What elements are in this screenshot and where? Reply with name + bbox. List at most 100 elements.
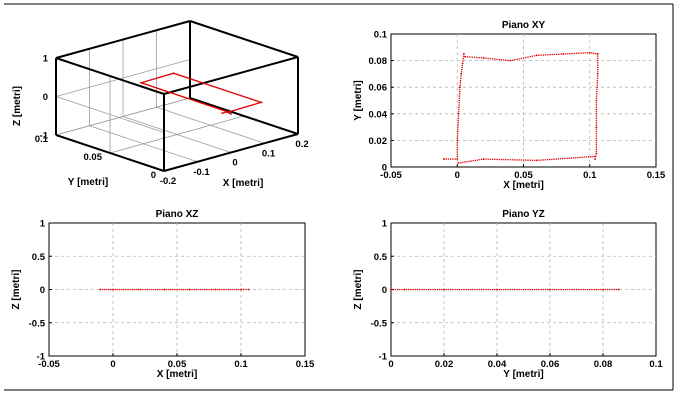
xz-data-point-2 — [137, 288, 140, 291]
yz-trace-dot — [518, 288, 520, 291]
xy-x-tick-label-0: -0.05 — [380, 170, 402, 181]
plot-3d-data-point-6 — [230, 113, 232, 115]
yz-data-point-3 — [496, 288, 498, 291]
xy-trace-dot — [452, 158, 454, 160]
plot-3d-data-point-3 — [172, 72, 175, 75]
yz-trace-dot — [562, 288, 564, 291]
xy-trace-dot — [520, 57, 522, 60]
xz-trace-dot — [123, 288, 125, 291]
xy-trace-dot — [544, 159, 547, 161]
yz-trace-dot — [494, 288, 496, 291]
yz-trace-dot — [416, 288, 419, 291]
xz-trace-dot — [161, 288, 163, 291]
xy-trace-dot — [557, 158, 560, 160]
xy-x-tick-label-4: 0.15 — [647, 170, 666, 181]
xy-trace-dot — [458, 102, 460, 104]
xy-trace-dot — [586, 52, 589, 54]
xz-trace-dot — [202, 288, 204, 291]
xz-trace-dot — [155, 288, 157, 291]
yz-trace-dot — [505, 288, 507, 291]
xy-trace-dot — [505, 59, 507, 61]
box3d-edge-2 — [55, 20, 191, 59]
xy-trace-dot — [462, 55, 465, 57]
xy-trace-dot — [458, 99, 460, 102]
xy-trace-dot — [472, 160, 474, 162]
yz-y-tick-label-2: 0 — [382, 285, 387, 296]
xy-trace-dot — [459, 88, 461, 91]
yz-trace-dot — [423, 288, 425, 291]
xy-trace-dot — [596, 93, 598, 95]
xy-x-tick-label-3: 0.1 — [583, 170, 597, 181]
xy-trace-dot — [553, 53, 556, 56]
xy-trace-dot — [458, 97, 461, 99]
xy-trace-dot — [491, 58, 494, 60]
xy-trace-dot — [595, 119, 598, 122]
xy-trace-dot — [516, 58, 518, 60]
yz-trace-dot — [591, 288, 593, 291]
xy-trace-dot — [500, 158, 503, 161]
xy-trace-dot — [511, 159, 514, 161]
xy-trace-dot — [570, 157, 572, 159]
xy-trace-dot — [462, 58, 464, 60]
xz-trace-dot — [234, 288, 236, 291]
xy-trace-dot — [454, 158, 456, 160]
xy-trace-dot — [595, 148, 598, 150]
yz-trace-dot — [476, 288, 478, 291]
yz-trace-dot — [436, 288, 439, 291]
xy-trace-dot — [466, 161, 468, 163]
xy-x-tick-label-2: 0.05 — [514, 170, 533, 181]
plot-3d-y-axis-label: Y [metri] — [68, 177, 108, 188]
yz-trace-dot — [412, 288, 414, 291]
xy-trace-dot — [538, 54, 540, 56]
yz-trace-dot — [516, 288, 518, 291]
xy-trace-dot — [596, 91, 598, 93]
xy-trace-dot — [503, 158, 505, 161]
xy-trace-dot — [516, 159, 518, 161]
yz-trace-dot — [399, 288, 401, 291]
xy-trace-dot — [567, 53, 569, 55]
yz-trace-dot — [487, 288, 489, 291]
yz-trace-dot — [467, 288, 469, 291]
xy-trace-dot — [562, 157, 564, 160]
yz-data-point-1 — [403, 288, 406, 291]
xy-trace-dot — [496, 158, 498, 161]
xy-trace-dot — [579, 156, 581, 159]
xz-trace-dot — [116, 288, 118, 291]
xy-trace-dot — [549, 158, 551, 161]
xz-data-point-4 — [188, 288, 191, 291]
xy-trace-dot — [597, 57, 599, 60]
xy-trace-dot — [456, 151, 458, 153]
yz-trace-dot — [531, 288, 534, 291]
yz-trace-dot — [447, 288, 450, 291]
xz-trace-dot — [165, 288, 168, 291]
yz-trace-dot — [584, 288, 587, 291]
yz-trace-dot — [580, 288, 582, 291]
yz-trace-dot — [408, 288, 410, 291]
xy-x-axis-label: X [metri] — [503, 180, 544, 191]
yz-trace-dot — [507, 288, 509, 291]
xy-trace-dot — [525, 56, 527, 59]
xy-trace-dot — [596, 88, 598, 91]
xz-trace-dot — [144, 288, 146, 291]
xy-trace-dot — [595, 133, 598, 135]
xy-trace-dot — [458, 110, 460, 113]
xy-trace-dot — [590, 156, 592, 158]
xy-trace-dot — [581, 156, 583, 158]
xy-trace-dot — [485, 158, 487, 160]
xz-trace-dot — [180, 288, 182, 291]
xy-y-tick-label-0: 0 — [382, 163, 387, 174]
xy-trace-dot — [575, 52, 578, 54]
xy-trace-dot — [555, 158, 557, 160]
yz-trace-dot — [511, 288, 514, 291]
xz-trace-dot — [148, 288, 150, 291]
yz-trace-dot — [604, 288, 606, 291]
xy-trace-dot — [578, 52, 580, 54]
xy-trace-dot — [595, 102, 598, 104]
yz-trace-dot — [456, 288, 458, 291]
yz-trace-dot — [503, 288, 505, 291]
xy-trace-dot — [573, 52, 575, 55]
xz-trace-dot — [199, 288, 202, 291]
xy-trace-dot — [450, 158, 452, 160]
plot-3d-y-tick-label-2: 0.1 — [35, 134, 49, 145]
xz-trace-dot — [129, 288, 131, 291]
